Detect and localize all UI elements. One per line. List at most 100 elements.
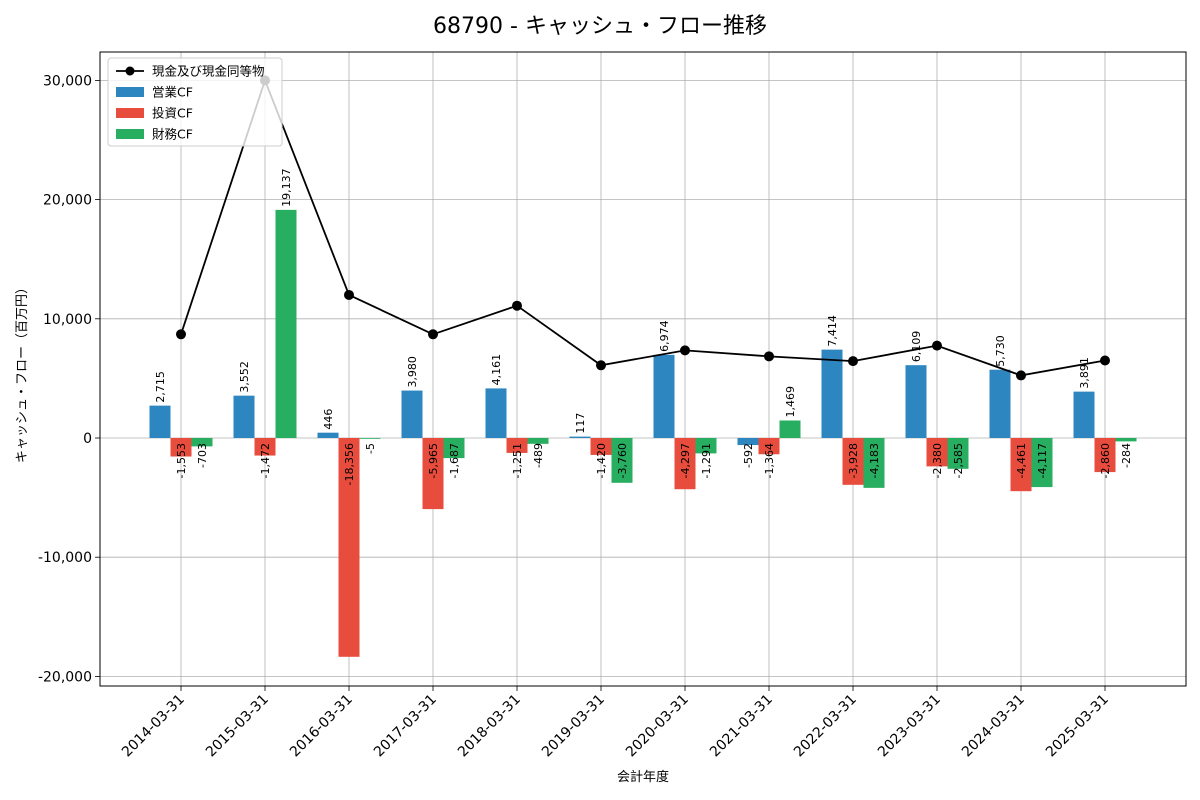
x-tick-label: 2015-03-31 [203, 692, 272, 761]
data-label: -5 [364, 443, 377, 454]
data-label: 4,161 [490, 354, 503, 386]
x-axis-label: 会計年度 [617, 769, 669, 785]
data-label: 2,715 [154, 371, 167, 403]
data-label: -1,553 [175, 443, 188, 478]
cash-point [848, 356, 858, 367]
data-label: -592 [742, 443, 755, 468]
bar [1115, 438, 1137, 442]
data-label: -5,965 [427, 443, 440, 478]
chart-title: 68790 - キャッシュ・フロー推移 [433, 14, 767, 39]
bar [926, 438, 948, 467]
cash-point [596, 360, 606, 371]
bar [989, 369, 1011, 438]
data-label: -2,860 [1099, 443, 1112, 478]
data-labels: 2,715 3,552 446 3,980 4,161 117 6,974 -592 7,414… [154, 168, 1133, 485]
bar [905, 365, 927, 438]
data-label: -4,117 [1036, 443, 1049, 478]
y-tick-label: -10,000 [38, 550, 92, 566]
x-tick-label: 2018-03-31 [455, 692, 524, 761]
plot-frame [99, 51, 1187, 687]
y-tick-label: 0 [83, 431, 92, 447]
cash-point [1100, 355, 1110, 366]
y-tick-label: 10,000 [43, 312, 92, 328]
data-label: -1,687 [448, 443, 461, 478]
legend-label: 投資CF [152, 106, 193, 121]
bar [1010, 438, 1032, 492]
data-label: 3,891 [1078, 357, 1091, 389]
bar [695, 438, 717, 454]
bar [1073, 391, 1095, 438]
cash-point [512, 300, 522, 311]
bar [611, 438, 633, 483]
data-label: -284 [1120, 443, 1133, 468]
cash-point [1016, 370, 1026, 381]
bar [506, 438, 528, 453]
data-label: -1,364 [763, 443, 776, 478]
legend-swatch-marker [125, 66, 135, 76]
bar [359, 438, 381, 439]
bar [1031, 438, 1053, 488]
x-tick-label: 2022-03-31 [791, 692, 860, 761]
bar [779, 420, 801, 438]
x-tick-label: 2024-03-31 [959, 692, 1028, 761]
data-label: 6,109 [910, 331, 923, 363]
bar [821, 349, 843, 438]
legend-label: 営業CF [152, 85, 193, 100]
bar [527, 438, 549, 444]
data-label: -18,356 [343, 443, 356, 485]
y-axis: -20,000 -10,000 0 10,000 20,000 30,000 [38, 73, 100, 685]
data-label: 117 [574, 413, 587, 434]
bar [191, 438, 213, 447]
x-tick-label: 2023-03-31 [875, 692, 944, 761]
bar [1094, 438, 1116, 473]
data-label: 6,974 [658, 320, 671, 352]
x-tick-label: 2017-03-31 [371, 692, 440, 761]
data-label: 3,552 [238, 361, 251, 393]
legend-box [107, 57, 283, 147]
bar [485, 388, 507, 438]
bar [170, 438, 192, 457]
data-label: -2,380 [931, 443, 944, 478]
bar [863, 438, 885, 488]
cash-point [428, 329, 438, 340]
bar [149, 405, 171, 438]
y-tick-label: 30,000 [43, 73, 92, 89]
bar [338, 438, 360, 657]
data-label: -489 [532, 443, 545, 468]
cash-point [680, 345, 690, 356]
data-label: -1,472 [259, 443, 272, 478]
grid [100, 52, 1186, 686]
legend-swatch [116, 129, 144, 139]
bar [758, 438, 780, 455]
bar [233, 395, 255, 438]
bar [422, 438, 444, 510]
bar [443, 438, 465, 459]
bar [947, 438, 969, 469]
x-tick-label: 2016-03-31 [287, 692, 356, 761]
data-label: 5,730 [994, 335, 1007, 367]
data-label: -703 [196, 443, 209, 468]
bar [842, 438, 864, 485]
data-label: -4,297 [679, 443, 692, 478]
legend-label: 財務CF [152, 127, 193, 142]
data-label: -3,928 [847, 443, 860, 478]
data-label: 446 [322, 409, 335, 430]
x-tick-label: 2020-03-31 [623, 692, 692, 761]
x-tick-label: 2014-03-31 [119, 692, 188, 761]
data-label: -4,183 [868, 443, 881, 478]
data-label: 3,980 [406, 356, 419, 388]
data-label: -1,251 [511, 443, 524, 478]
y-axis-label: キャッシュ・フロー（百万円） [15, 281, 30, 463]
data-label: -1,420 [595, 443, 608, 478]
data-label: 19,137 [280, 168, 293, 207]
bar [317, 432, 339, 438]
data-label: -3,760 [616, 443, 629, 478]
bar [254, 438, 276, 456]
cash-point [764, 351, 774, 362]
cash-line-path [180, 77, 1106, 377]
bar [674, 438, 696, 490]
x-tick-label: 2019-03-31 [539, 692, 608, 761]
legend-label: 現金及び現金同等物 [152, 64, 265, 79]
cash-line [176, 75, 1110, 381]
